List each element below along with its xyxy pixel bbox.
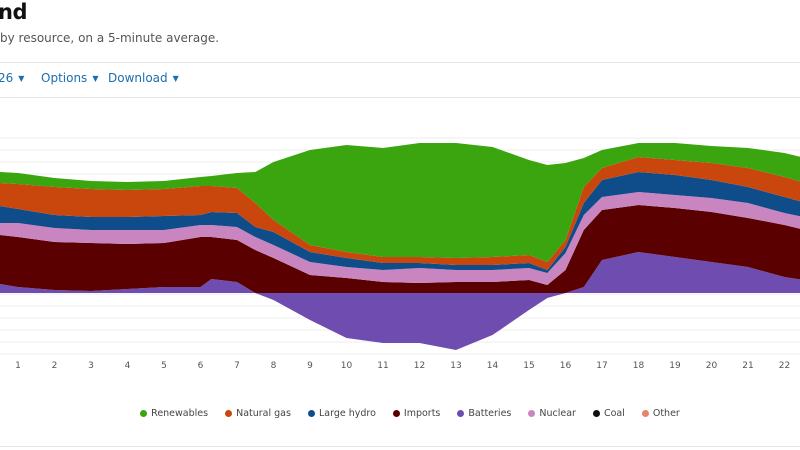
x-tick-label: 1 (15, 361, 21, 371)
x-tick-label: 3 (88, 361, 94, 371)
x-tick-label: 2 (52, 361, 58, 371)
date-dropdown[interactable]: 26 ▼ (0, 71, 24, 85)
legend-label: Imports (403, 408, 441, 419)
legend-label: Natural gas (236, 408, 291, 419)
legend-item-coal[interactable]: Coal (592, 408, 625, 419)
legend-dot-icon (528, 410, 536, 417)
download-dropdown[interactable]: Download ▼ (108, 71, 179, 85)
x-tick-label: 7 (234, 361, 240, 371)
x-tick-label: 15 (523, 361, 534, 371)
divider (0, 62, 800, 63)
options-label: Options (41, 71, 88, 85)
legend-item-natural-gas[interactable]: Natural gas (225, 408, 291, 419)
legend-dot-icon (307, 410, 315, 417)
legend-item-nuclear[interactable]: Nuclear (528, 408, 576, 419)
series-area-imports[interactable] (0, 205, 800, 293)
options-dropdown[interactable]: Options ▼ (41, 71, 98, 85)
x-tick-label: 21 (742, 361, 753, 371)
legend-label: Coal (603, 408, 625, 419)
x-tick-label: 5 (161, 361, 167, 371)
series-area-large-hydro[interactable] (0, 172, 800, 273)
series-areas (0, 143, 800, 350)
legend-dot-icon (225, 410, 233, 417)
legend-dot-icon (641, 410, 649, 417)
page-title: nd (0, 0, 27, 24)
legend-label: Other (652, 408, 680, 419)
x-tick-label: 22 (779, 361, 790, 371)
download-label: Download (108, 71, 168, 85)
series-area-batteries[interactable] (0, 252, 800, 350)
caret-down-icon: ▼ (18, 74, 25, 83)
series-area-nuclear[interactable] (0, 192, 800, 285)
legend-item-renewables[interactable]: Renewables (140, 408, 208, 419)
page-subtitle: by resource, on a 5-minute average. (0, 31, 220, 45)
x-tick-label: 18 (633, 361, 645, 371)
x-tick-label: 13 (450, 361, 461, 371)
legend-item-large-hydro[interactable]: Large hydro (307, 408, 376, 419)
legend-item-other[interactable]: Other (641, 408, 680, 419)
x-tick-label: 9 (307, 361, 313, 371)
x-tick-label: 17 (596, 361, 607, 371)
legend-label: Renewables (151, 408, 209, 419)
legend-label: Large hydro (318, 408, 376, 419)
legend-dot-icon (592, 410, 600, 417)
series-area-natural-gas[interactable] (0, 157, 800, 270)
caret-down-icon: ▼ (172, 74, 179, 83)
x-tick-label: 6 (198, 361, 204, 371)
x-tick-label: 10 (341, 361, 353, 371)
legend-dot-icon (457, 410, 465, 417)
legend-label: Batteries (468, 408, 512, 419)
x-tick-label: 16 (560, 361, 572, 371)
series-area-renewables[interactable] (0, 143, 800, 262)
legend-item-batteries[interactable]: Batteries (457, 408, 511, 419)
legend-dot-icon (140, 410, 148, 417)
legend-item-imports[interactable]: Imports (392, 408, 441, 419)
stacked-area-chart: 1 2 3 4 5 6 7 8 9 10 11 12 13 14 15 16 17 18 19 20 21 22 (0, 137, 800, 371)
divider (0, 446, 800, 447)
x-tick-label: 19 (669, 361, 681, 371)
x-tick-label: 12 (414, 361, 425, 371)
date-label: 26 (0, 71, 14, 85)
caret-down-icon: ▼ (92, 74, 99, 83)
legend-dot-icon (392, 410, 400, 417)
legend-label: Nuclear (539, 408, 576, 419)
x-tick-label: 20 (706, 361, 718, 371)
x-tick-label: 8 (271, 361, 277, 371)
x-axis-ticks: 1 2 3 4 5 6 7 8 9 10 11 12 13 14 15 16 17 18 19 20 21 22 (15, 361, 790, 371)
x-tick-label: 14 (487, 361, 499, 371)
x-tick-label: 11 (377, 361, 388, 371)
chart-legend: Renewables Natural gas Large hydro Imports B… (0, 408, 800, 419)
x-tick-label: 4 (125, 361, 131, 371)
divider (0, 97, 800, 98)
